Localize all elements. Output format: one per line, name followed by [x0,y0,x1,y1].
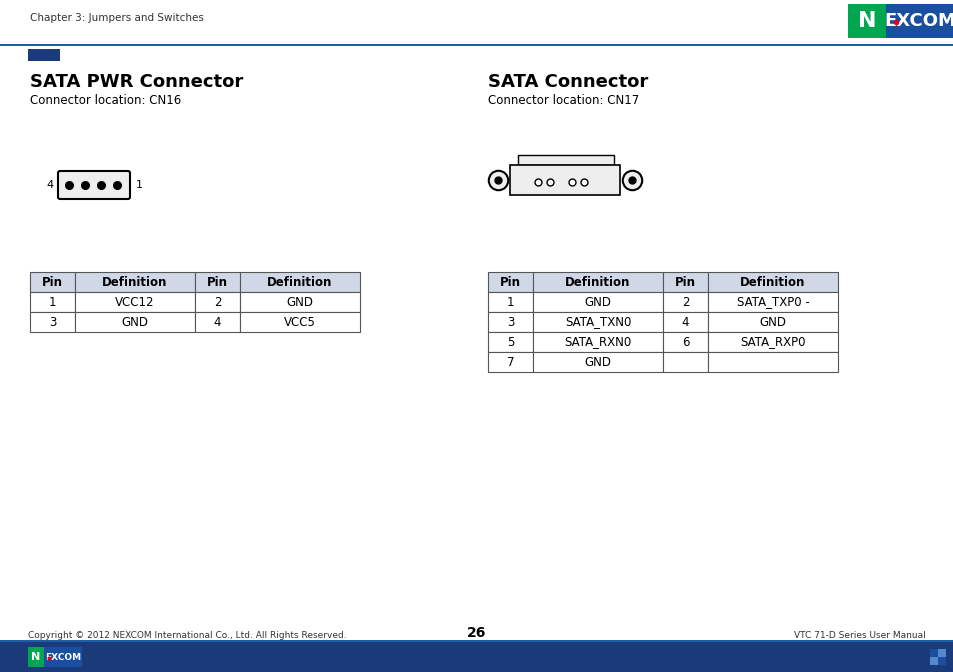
Text: EXCOM: EXCOM [45,653,81,661]
Text: GND: GND [759,315,785,329]
Text: SATA_RXP0: SATA_RXP0 [740,335,805,349]
Text: N: N [31,652,41,662]
Bar [937,649,945,657]
Bar [0,0,953,50]
Text: N: N [857,11,876,31]
Text: Connector location: CN16: Connector location: CN16 [30,93,181,106]
Text: VCC12: VCC12 [115,296,154,308]
Text: 2: 2 [213,296,221,308]
Bar [28,647,44,667]
Bar [533,332,662,352]
Text: Pin: Pin [207,276,228,288]
Bar [707,272,837,292]
Bar [707,292,837,312]
Text: 1: 1 [49,296,56,308]
Text: Definition: Definition [267,276,333,288]
Text: GND: GND [584,296,611,308]
Text: Chapter 3: Jumpers and Switches: Chapter 3: Jumpers and Switches [30,13,204,23]
Text: GND: GND [121,315,149,329]
Bar [488,332,533,352]
Bar [662,312,707,332]
Bar [488,292,533,312]
Text: SATA_TXN0: SATA_TXN0 [564,315,631,329]
Text: 1: 1 [506,296,514,308]
Bar [707,352,837,372]
Text: SATA_TXP0 -: SATA_TXP0 - [736,296,808,308]
Bar [488,312,533,332]
Bar [240,292,359,312]
Bar [929,649,937,657]
Bar [510,165,619,195]
Bar [937,657,945,665]
Text: GND: GND [584,355,611,368]
Text: 3: 3 [49,315,56,329]
Bar [75,292,194,312]
Bar [75,272,194,292]
Text: VTC 71-D Series User Manual: VTC 71-D Series User Manual [794,631,925,640]
Text: 2: 2 [681,296,688,308]
Text: Connector location: CN17: Connector location: CN17 [488,93,639,106]
Bar [707,312,837,332]
Bar [0,642,953,672]
Text: 7: 7 [506,355,514,368]
Text: Definition: Definition [102,276,168,288]
Bar [30,312,75,332]
Text: VCC5: VCC5 [284,315,315,329]
Bar [533,352,662,372]
Text: EXCOM: EXCOM [883,12,953,30]
Bar [240,312,359,332]
Text: 26: 26 [467,626,486,640]
Bar [0,640,953,642]
Bar [929,657,937,665]
Bar [533,292,662,312]
Bar [533,272,662,292]
Bar [30,272,75,292]
Text: 1: 1 [136,180,143,190]
Text: SATA_RXN0: SATA_RXN0 [564,335,631,349]
Text: SATA PWR Connector: SATA PWR Connector [30,73,243,91]
Bar [662,352,707,372]
Bar [0,44,953,46]
Text: 4: 4 [47,180,54,190]
Text: Definition: Definition [565,276,630,288]
Text: GND: GND [286,296,314,308]
Bar [517,155,614,165]
Bar [662,292,707,312]
FancyBboxPatch shape [58,171,130,199]
Bar [44,647,82,667]
Text: Definition: Definition [740,276,805,288]
Bar [194,292,240,312]
Text: Copyright © 2012 NEXCOM International Co., Ltd. All Rights Reserved.: Copyright © 2012 NEXCOM International Co… [28,631,346,640]
Bar [885,4,953,38]
Text: 3: 3 [506,315,514,329]
Text: SATA Connector: SATA Connector [488,73,648,91]
Bar [194,312,240,332]
Bar [194,272,240,292]
Bar [662,272,707,292]
Text: 4: 4 [213,315,221,329]
Bar [662,332,707,352]
Bar [488,352,533,372]
Text: 6: 6 [681,335,688,349]
Text: Pin: Pin [42,276,63,288]
Bar [488,272,533,292]
Text: 4: 4 [681,315,688,329]
Bar [75,312,194,332]
Bar [28,49,60,61]
Text: Pin: Pin [675,276,696,288]
Bar [240,272,359,292]
Bar [847,4,885,38]
Bar [30,292,75,312]
Bar [533,312,662,332]
Text: 5: 5 [506,335,514,349]
Bar [707,332,837,352]
Text: Pin: Pin [499,276,520,288]
